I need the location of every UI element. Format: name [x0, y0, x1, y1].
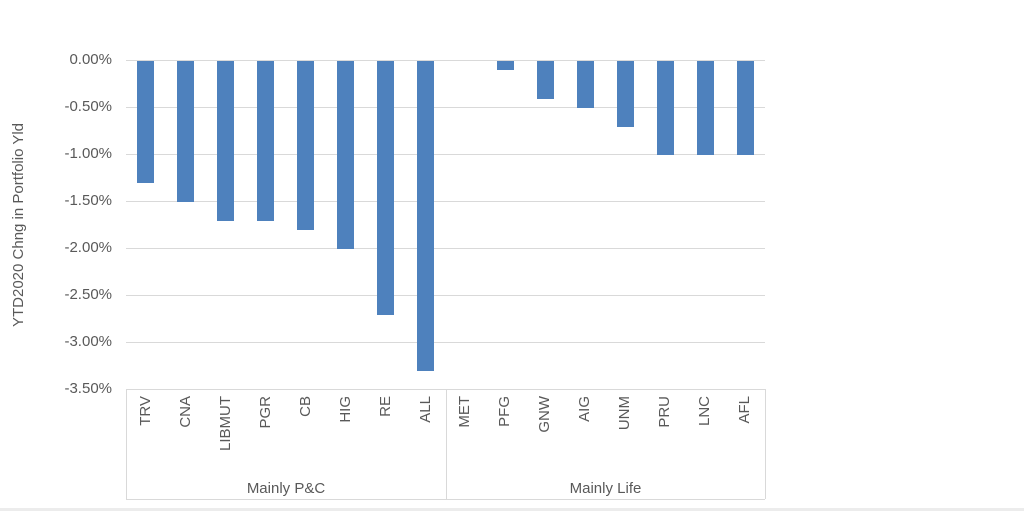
x-tick-label-re: RE [377, 396, 394, 417]
bar-all [417, 61, 434, 371]
x-tick-label-pru: PRU [656, 396, 673, 428]
y-tick-label: 0.00% [69, 51, 112, 68]
axis-group-divider [446, 389, 447, 499]
x-tick-label-lnc: LNC [696, 396, 713, 427]
x-tick-label-aig: AIG [576, 396, 593, 422]
gridline [126, 201, 765, 202]
bar-aig [577, 61, 594, 108]
y-tick-label: -2.50% [64, 286, 112, 303]
bar-pru [657, 61, 674, 155]
axis-group-divider [765, 389, 766, 499]
bar-libmut [217, 61, 234, 221]
group-label-mainly-life: Mainly Life [569, 480, 642, 497]
x-tick-label-unm: UNM [616, 396, 633, 431]
gridline [126, 389, 765, 390]
bar-cb [297, 61, 314, 230]
bar-hig [337, 61, 354, 249]
axis-group-divider [126, 389, 127, 499]
x-tick-label-hig: HIG [337, 396, 354, 423]
bottom-edge-strip [0, 508, 1024, 511]
y-tick-label: -1.50% [64, 192, 112, 209]
group-label-mainly-pc: Mainly P&C [246, 480, 326, 497]
x-tick-label-all: ALL [417, 396, 434, 423]
bar-pfg [497, 61, 514, 70]
x-tick-label-pfg: PFG [496, 396, 513, 427]
bar-pgr [257, 61, 274, 221]
gridline [126, 60, 765, 61]
bar-trv [137, 61, 154, 183]
bar-unm [617, 61, 634, 127]
y-tick-label: -3.50% [64, 380, 112, 397]
y-tick-label: -2.00% [64, 239, 112, 256]
gridline [126, 248, 765, 249]
x-tick-label-gnw: GNW [536, 396, 553, 433]
gridline [126, 154, 765, 155]
axis-bottom-border [126, 499, 765, 500]
gridline [126, 342, 765, 343]
x-tick-label-cb: CB [297, 396, 314, 417]
bar-re [377, 61, 394, 315]
y-tick-label: -1.00% [64, 145, 112, 162]
x-tick-label-met: MET [456, 396, 473, 428]
bar-afl [737, 61, 754, 155]
y-axis-title: YTD2020 Chng in Portfolio Yld [10, 123, 27, 328]
x-tick-label-libmut: LIBMUT [217, 396, 234, 452]
bar-cna [177, 61, 194, 202]
bar-gnw [537, 61, 554, 99]
gridline [126, 295, 765, 296]
x-tick-label-trv: TRV [137, 396, 154, 426]
x-tick-label-afl: AFL [736, 396, 753, 424]
gridline [126, 107, 765, 108]
y-tick-label: -0.50% [64, 98, 112, 115]
bar-lnc [697, 61, 714, 155]
x-tick-label-cna: CNA [177, 396, 194, 428]
y-tick-label: -3.00% [64, 333, 112, 350]
x-tick-label-pgr: PGR [257, 396, 274, 429]
